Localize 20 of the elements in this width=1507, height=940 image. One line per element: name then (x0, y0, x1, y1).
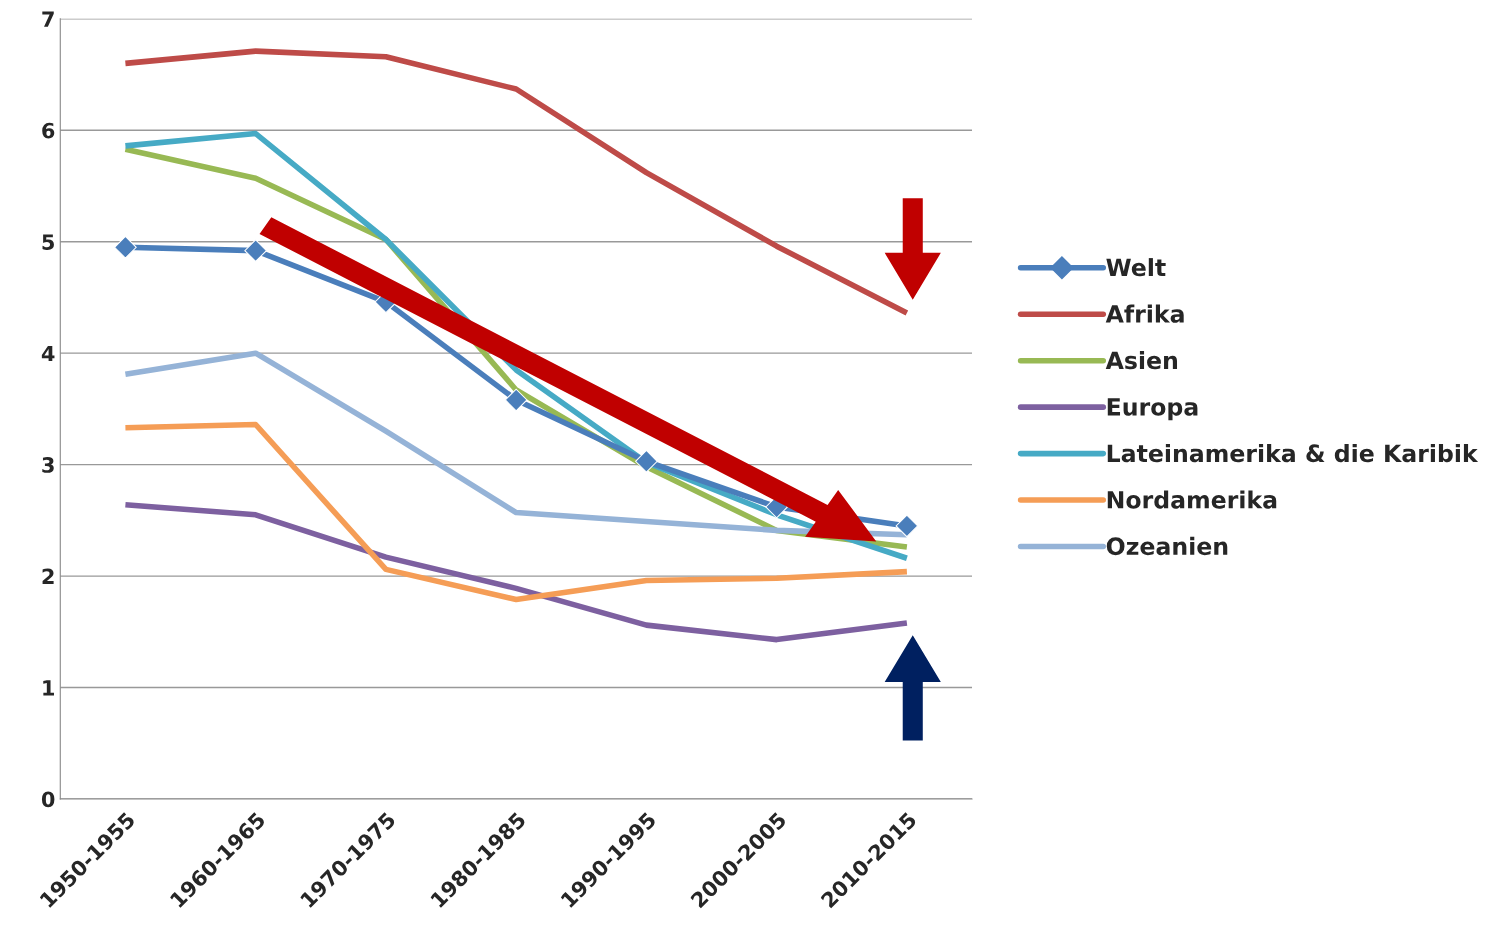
y-tick-label: 4 (41, 345, 55, 362)
y-tick-label: 0 (41, 791, 55, 808)
point (635, 449, 658, 473)
legend-label: Asien (1105, 351, 1178, 370)
point (244, 239, 267, 262)
legend-label: Afrika (1105, 304, 1184, 323)
legend-label: Welt (1106, 258, 1166, 277)
legend-label: Ozeanien (1106, 536, 1228, 556)
point (504, 388, 528, 412)
y-tick-label: 1 (43, 680, 54, 696)
point (895, 514, 919, 538)
y-tick-label: 6 (42, 122, 55, 139)
y-tick-label: 5 (42, 234, 54, 250)
legend-label: Nordamerika (1107, 490, 1277, 509)
point (114, 235, 137, 259)
y-tick-label: 2 (42, 568, 54, 584)
y-tick-label: 7 (42, 11, 54, 27)
y-tick-label: 3 (42, 457, 54, 473)
legend-label: Lateinamerika & die Karibik (1107, 443, 1479, 463)
legend-label: Europa (1107, 398, 1198, 421)
